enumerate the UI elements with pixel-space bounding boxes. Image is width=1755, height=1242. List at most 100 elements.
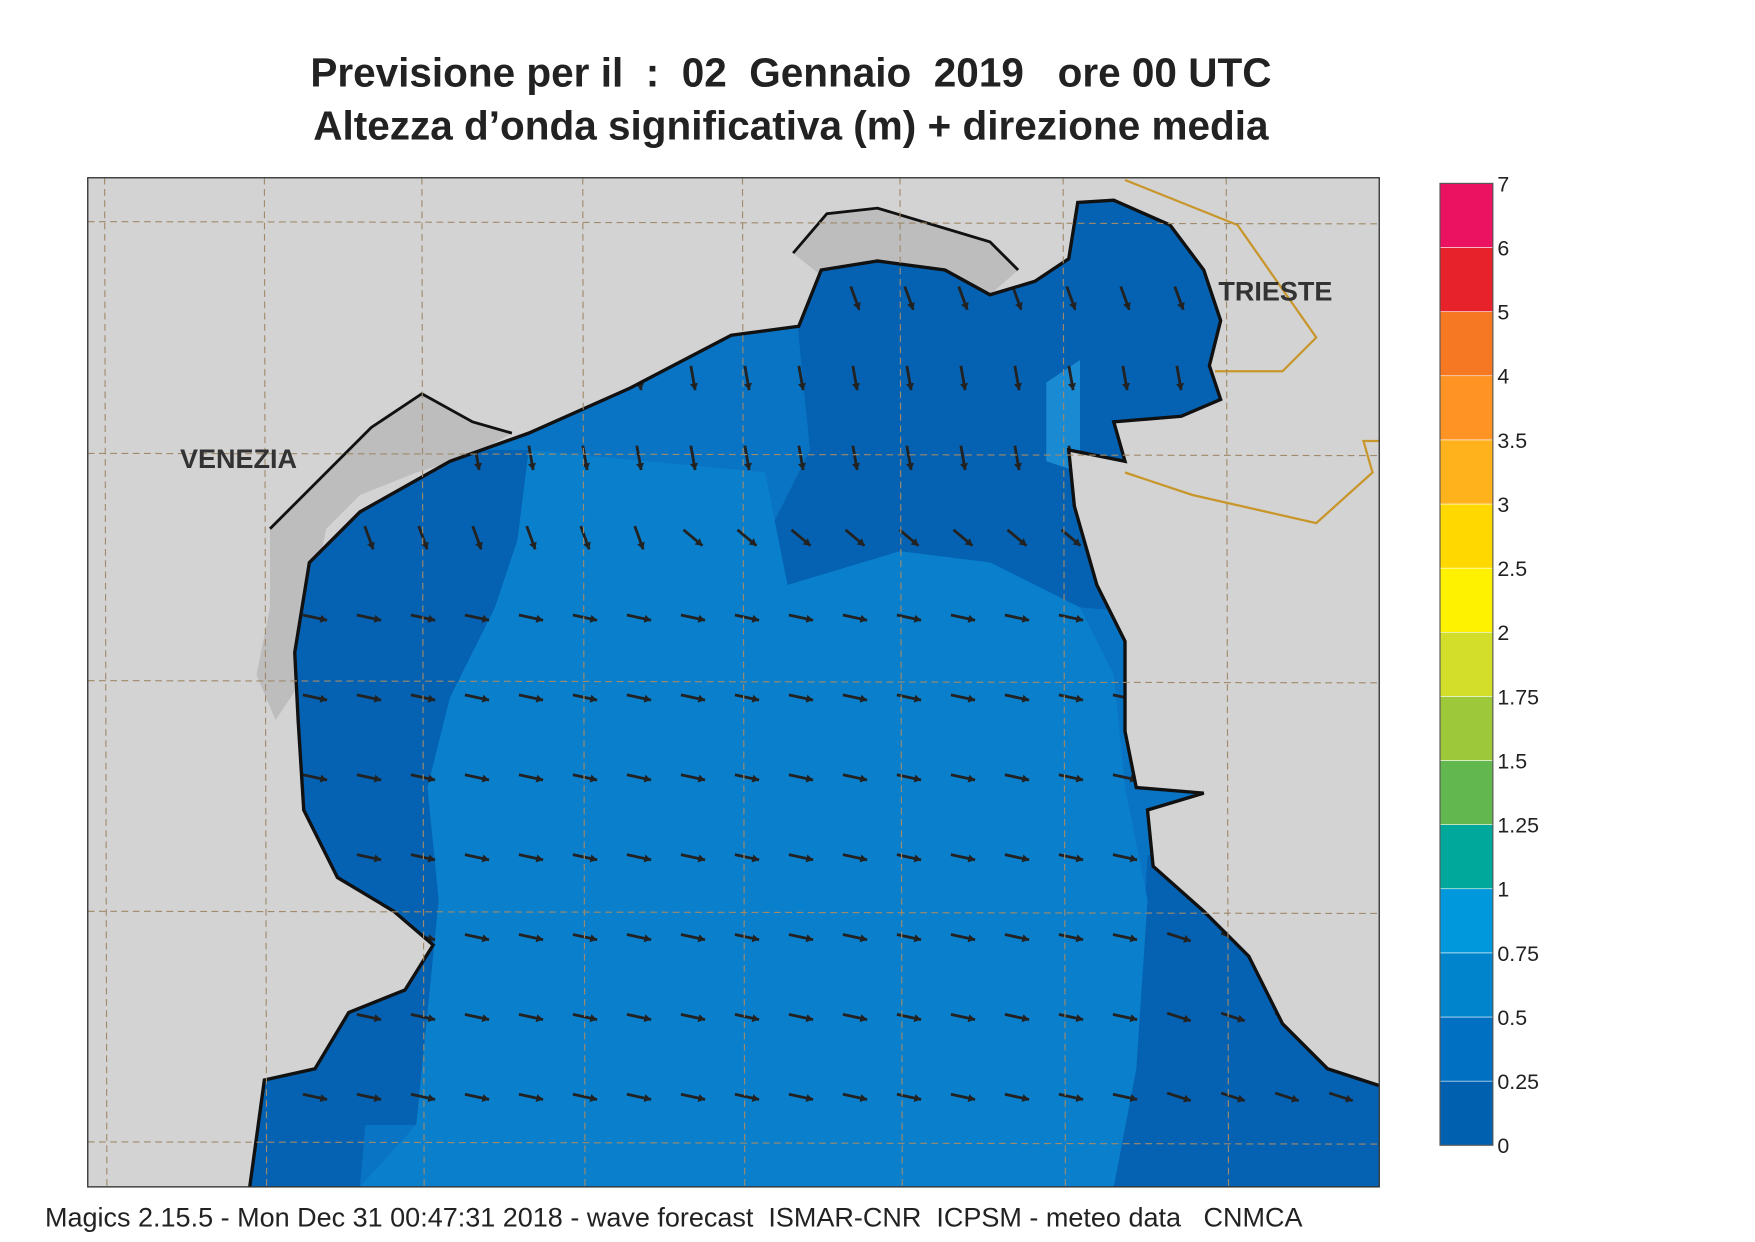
arrow-head: [1121, 382, 1130, 391]
arrow-head: [367, 541, 375, 550]
colorbar-label: 1.75: [1497, 685, 1539, 709]
arrow-head: [589, 854, 598, 863]
graticule-line: [87, 910, 1380, 915]
arrow-head: [913, 694, 922, 703]
title: Previsione per il : 02 Gennaio 2019 ore …: [310, 50, 1271, 96]
arrow-head: [481, 694, 490, 703]
colorbar-segment: [1439, 311, 1494, 377]
arrow-head: [856, 538, 865, 546]
arrow-head: [797, 462, 806, 471]
arrow-head: [751, 774, 760, 783]
graticule-line: [87, 1141, 1380, 1145]
arrow-head: [481, 1094, 490, 1103]
arrow-head: [637, 541, 645, 550]
graticule: [87, 177, 1380, 1187]
colorbar-segment: [1439, 631, 1494, 697]
arrow-head: [1183, 1094, 1191, 1103]
arrow-head: [743, 382, 752, 391]
arrow-head: [689, 382, 698, 391]
arrow-head: [319, 1094, 328, 1103]
sea-zone: [360, 450, 1148, 1187]
graticule-line: [87, 452, 1380, 457]
arrow-head: [859, 934, 868, 943]
arrow-head: [1237, 1014, 1245, 1023]
arrow-head: [1175, 382, 1184, 391]
colorbar-label: 2: [1497, 621, 1509, 645]
arrow-head: [689, 462, 698, 471]
arrow-head: [907, 302, 915, 310]
arrow-head: [1237, 1094, 1245, 1103]
coastline: [248, 198, 1380, 1187]
arrow-head: [905, 462, 914, 471]
arrow-head: [1129, 1094, 1138, 1103]
arrow-head: [967, 1014, 976, 1023]
arrow-head: [589, 614, 598, 623]
arrow-head: [751, 1014, 760, 1023]
island-land: [793, 208, 1019, 295]
colorbar-label: 4: [1497, 365, 1509, 389]
colorbar-label: 6: [1497, 236, 1509, 260]
arrow-head: [643, 1094, 652, 1103]
arrow-head: [1072, 538, 1081, 546]
graticule-line: [87, 680, 1380, 684]
place-label: VENEZIA: [180, 444, 297, 474]
arrow-head: [427, 854, 436, 863]
arrow-head: [859, 854, 868, 863]
colorbar-segment: [1439, 503, 1494, 569]
arrow-head: [751, 854, 760, 863]
arrow-head: [1075, 934, 1084, 943]
arrow-head: [805, 614, 814, 623]
arrow-head: [1177, 302, 1185, 310]
arrow-head: [697, 854, 706, 863]
colorbar-label: 0.25: [1497, 1070, 1539, 1094]
colorbar-label: 3.5: [1497, 429, 1527, 453]
map-frame: [87, 177, 1380, 1188]
arrow-head: [694, 538, 703, 546]
arrow-head: [427, 1094, 436, 1103]
arrow-head: [643, 1014, 652, 1023]
arrow-head: [1075, 1094, 1084, 1103]
arrow-head: [481, 854, 490, 863]
arrow-head: [751, 934, 760, 943]
arrow-head: [1075, 854, 1084, 863]
graticule-line: [87, 221, 1380, 225]
colorbar-segment: [1439, 1080, 1494, 1146]
colorbar-segment: [1439, 247, 1494, 312]
arrow-head: [535, 854, 544, 863]
map-area: [87, 177, 1380, 1187]
colorbar-segment: [1439, 183, 1494, 248]
arrow-head: [967, 694, 976, 703]
colorbar-segment: [1439, 888, 1494, 954]
arrow-head: [589, 1014, 598, 1023]
arrow-head: [751, 1094, 760, 1103]
border: [1124, 178, 1318, 373]
arrow-head: [473, 462, 482, 471]
arrow-head: [1021, 1094, 1030, 1103]
arrow-head: [859, 694, 868, 703]
arrow-head: [643, 614, 652, 623]
arrow-head: [427, 614, 436, 623]
arrow-head: [535, 694, 544, 703]
colorbar-label: 2.5: [1497, 557, 1527, 581]
arrow-head: [697, 614, 706, 623]
arrow-head: [1021, 694, 1030, 703]
arrow-head: [805, 774, 814, 783]
arrow-head: [1067, 382, 1076, 391]
arrow-head: [1291, 1094, 1299, 1103]
arrow-head: [743, 462, 752, 471]
colorbar-segment: [1439, 439, 1494, 505]
colorbar-label: 0.75: [1497, 942, 1539, 966]
arrow-head: [961, 302, 969, 310]
arrow-head: [589, 934, 598, 943]
arrow-head: [967, 774, 976, 783]
arrow-head: [643, 934, 652, 943]
arrow-head: [373, 614, 382, 623]
colorbar-label: 1.5: [1497, 749, 1527, 773]
arrow-head: [643, 854, 652, 863]
arrow-head: [481, 934, 490, 943]
colorbar-segment: [1439, 760, 1494, 825]
arrow-head: [1015, 302, 1023, 310]
arrow-head: [1075, 1014, 1084, 1023]
arrow-head: [481, 1014, 490, 1023]
arrow-head: [535, 614, 544, 623]
